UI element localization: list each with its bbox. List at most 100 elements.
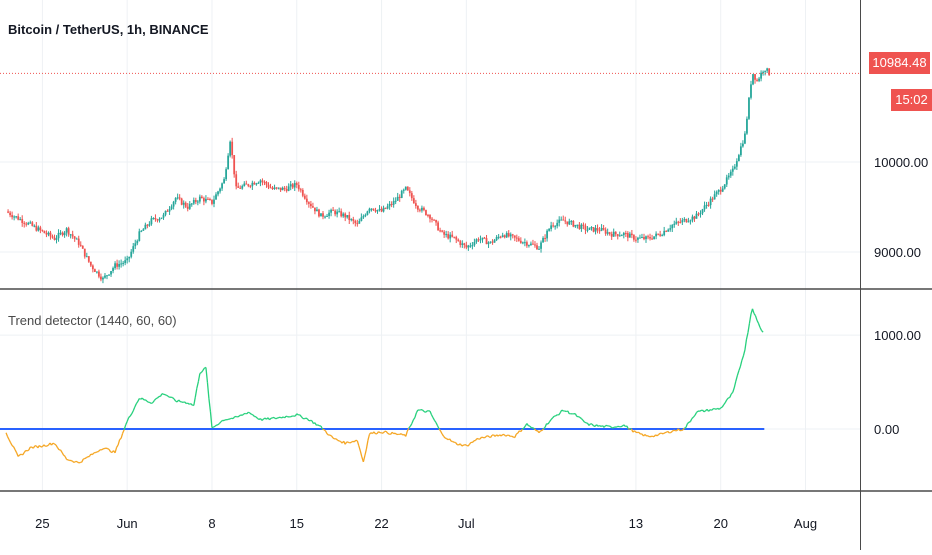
candle-body: [88, 256, 90, 262]
indicator-segment: [485, 437, 487, 438]
indicator-segment: [742, 356, 744, 360]
candle-body: [264, 182, 266, 183]
indicator-segment: [326, 431, 328, 434]
candle-body: [498, 237, 500, 238]
candle-body: [369, 209, 371, 212]
indicator-segment: [213, 426, 215, 427]
indicator-segment: [71, 460, 73, 461]
candle-body: [247, 184, 249, 186]
candle-body: [397, 197, 399, 201]
indicator-segment: [212, 427, 214, 428]
candle-body: [617, 234, 619, 236]
candle-body: [732, 169, 734, 172]
candle-body: [23, 223, 25, 224]
candle-body: [223, 179, 225, 183]
indicator-segment: [136, 402, 138, 404]
candle-body: [395, 201, 397, 202]
candle-body: [130, 252, 132, 257]
indicator-segment: [85, 458, 87, 459]
candle-body: [332, 210, 334, 211]
candle-body: [54, 238, 56, 240]
candle-body: [639, 238, 641, 239]
indicator-segment: [138, 399, 140, 402]
candle-body: [367, 211, 369, 215]
time-tick-label: 22: [374, 516, 388, 531]
candle-body: [346, 215, 348, 217]
indicator-segment: [621, 426, 623, 427]
candle-body: [728, 176, 730, 178]
indicator-segment: [165, 395, 167, 396]
candle-body: [663, 231, 665, 235]
candle-body: [221, 183, 223, 188]
candle-body: [554, 226, 556, 227]
candle-body: [576, 225, 578, 226]
indicator-segment: [740, 360, 742, 366]
candle-body: [270, 187, 272, 188]
candle-body: [50, 233, 52, 237]
candle-body: [286, 189, 288, 191]
indicator-segment: [425, 411, 427, 412]
indicator-segment: [180, 402, 182, 403]
candle-body: [245, 184, 247, 185]
indicator-segment: [332, 436, 334, 438]
indicator-segment: [285, 416, 287, 418]
candle-body: [219, 189, 221, 192]
candle-body: [635, 240, 637, 241]
indicator-segment: [206, 367, 208, 382]
indicator-segment: [198, 374, 200, 382]
candle-body: [9, 213, 11, 215]
indicator-segment: [624, 425, 626, 427]
indicator-segment: [115, 447, 117, 452]
candle-body: [627, 233, 629, 238]
candle-body: [449, 235, 451, 239]
candle-body: [379, 209, 381, 210]
candle-body: [734, 167, 736, 169]
candle-body: [474, 242, 476, 245]
candle-body: [421, 208, 423, 211]
indicator-segment: [734, 381, 736, 387]
candle-body: [681, 220, 683, 222]
indicator-segment: [663, 433, 665, 434]
candle-body: [348, 215, 350, 220]
indicator-segment: [412, 420, 414, 424]
indicator-segment: [748, 323, 750, 333]
candle-body: [560, 220, 562, 221]
indicator-segment: [488, 436, 490, 437]
candle-body: [441, 231, 443, 232]
indicator-segment: [592, 424, 594, 426]
indicator-segment: [386, 431, 388, 433]
candle-body: [478, 239, 480, 240]
indicator-segment: [224, 420, 226, 421]
indicator-segment: [657, 435, 659, 436]
indicator-segment: [575, 414, 577, 417]
indicator-segment: [553, 416, 555, 418]
candle-body: [33, 226, 35, 227]
candle-body: [185, 203, 187, 207]
indicator-segment: [201, 370, 203, 372]
indicator-segment: [350, 442, 352, 443]
candle-body: [100, 277, 102, 280]
indicator-segment: [77, 462, 79, 463]
indicator-segment: [721, 407, 723, 408]
candle-body: [193, 200, 195, 204]
candle-body: [110, 271, 112, 274]
candle-body: [738, 155, 740, 161]
candle-body: [570, 221, 572, 222]
candle-body: [653, 236, 655, 239]
candle-body: [136, 241, 138, 243]
candle-body: [724, 185, 726, 189]
candle-body: [698, 214, 700, 215]
candle-body: [199, 197, 201, 202]
time-tick-label: 20: [713, 516, 727, 531]
indicator-segment: [597, 425, 599, 427]
indicator-segment: [686, 424, 688, 428]
indicator-segment: [6, 433, 8, 437]
candle-body: [601, 228, 603, 231]
indicator-segment: [153, 400, 155, 402]
indicator-segment: [348, 442, 350, 443]
indicator-segment: [56, 445, 58, 448]
candle-body: [403, 190, 405, 191]
candle-body: [502, 235, 504, 237]
